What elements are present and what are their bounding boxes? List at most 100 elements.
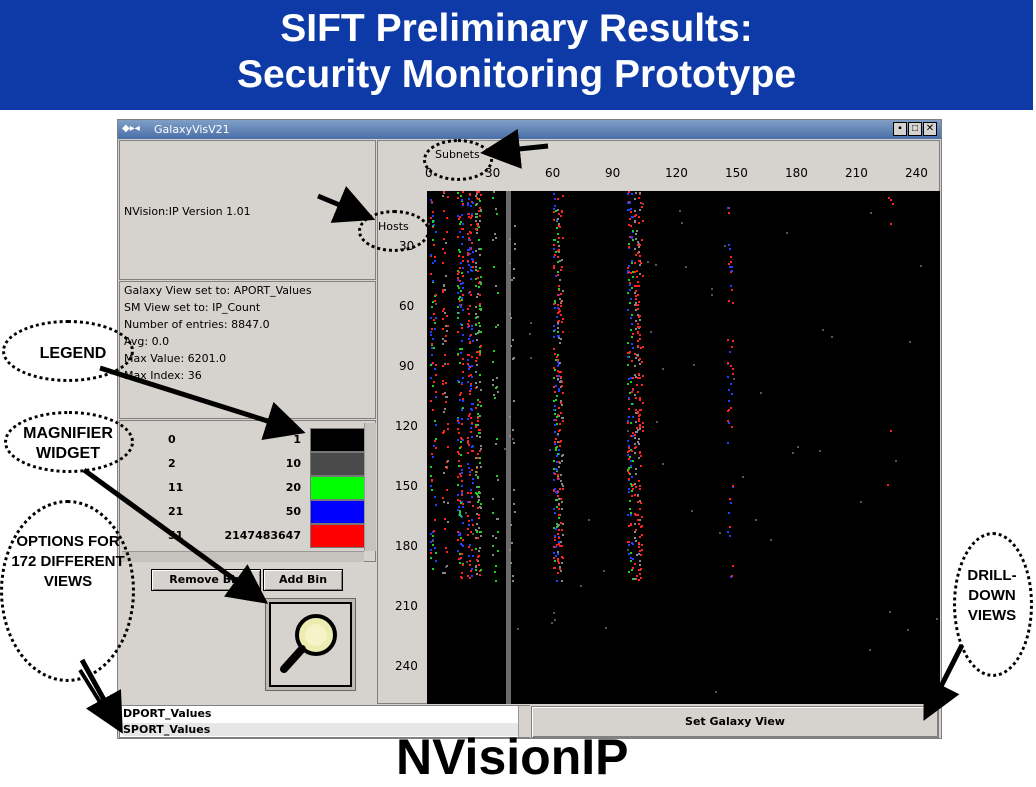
host-dot (459, 348, 461, 350)
minimize-button[interactable]: ▪ (893, 122, 907, 136)
host-dot (462, 294, 464, 296)
view-list-scrollbar[interactable] (518, 706, 530, 737)
host-dot (635, 421, 637, 423)
host-dot (637, 331, 639, 333)
host-dot (560, 215, 562, 217)
legend-color-swatch[interactable] (310, 476, 366, 500)
host-dot (432, 409, 434, 411)
host-dot (459, 473, 461, 475)
host-dot (557, 241, 559, 243)
host-dot (513, 357, 515, 359)
host-dot (727, 376, 729, 378)
legend-vertical-scrollbar[interactable] (364, 423, 376, 551)
host-dot (920, 265, 922, 267)
host-dot (562, 331, 564, 333)
host-dot (443, 238, 445, 240)
host-dot (560, 338, 562, 340)
host-dot (627, 356, 629, 358)
host-dot (497, 324, 499, 326)
remove-bin-button[interactable]: Remove Bin (151, 569, 261, 591)
host-dot (462, 522, 464, 524)
host-dot (557, 335, 559, 337)
host-dot (479, 462, 481, 464)
legend-from: 11 (168, 481, 184, 494)
host-dot (444, 340, 446, 342)
host-dot (468, 264, 470, 266)
host-dot (435, 504, 437, 506)
add-bin-button[interactable]: Add Bin (263, 569, 343, 591)
host-dot (631, 490, 633, 492)
host-dot (642, 220, 644, 222)
legend-row: 51 2147483647 (120, 524, 305, 548)
host-dot (558, 320, 560, 322)
host-dot (430, 400, 432, 402)
close-button[interactable]: ✕ (923, 122, 937, 136)
legend-horizontal-scrollbar[interactable] (122, 551, 364, 562)
host-dot (639, 519, 641, 521)
host-dot (628, 467, 630, 469)
legend-color-swatch[interactable] (310, 500, 366, 524)
host-dot (445, 396, 447, 398)
host-dot (632, 230, 634, 232)
host-dot (638, 420, 640, 422)
host-dot (641, 534, 643, 536)
host-dot (642, 422, 644, 424)
host-dot (639, 399, 641, 401)
host-dot (553, 557, 555, 559)
view-list-item[interactable]: SPORT_Values (123, 723, 518, 736)
host-dot (471, 376, 473, 378)
view-list-item[interactable]: DPORT_Values (123, 707, 212, 720)
magnifier-widget[interactable] (265, 598, 356, 691)
host-dot (639, 192, 641, 194)
host-dot (457, 215, 459, 217)
host-dot (468, 320, 470, 322)
host-dot (475, 269, 477, 271)
host-dot (435, 391, 437, 393)
host-dot (727, 531, 729, 533)
host-dot (558, 375, 560, 377)
host-dot (509, 416, 511, 418)
host-dot (476, 339, 478, 341)
host-dot (462, 363, 464, 365)
host-dot (553, 239, 555, 241)
host-dot (636, 304, 638, 306)
host-dot (476, 191, 478, 193)
host-dot (560, 498, 562, 500)
host-dot (627, 193, 629, 195)
window-titlebar[interactable]: ◆▸◂ GalaxyVisV21 ▪ □ ✕ (118, 120, 941, 139)
host-dot (457, 353, 459, 355)
legend-color-swatch[interactable] (310, 452, 366, 476)
legend-color-swatch[interactable] (310, 524, 366, 548)
host-dot (555, 555, 557, 557)
host-dot (711, 288, 713, 290)
galaxy-plot[interactable] (427, 191, 940, 704)
x-tick-label: 0 (425, 166, 433, 180)
host-dot (635, 192, 637, 194)
host-dot (470, 205, 472, 207)
host-dot (445, 547, 447, 549)
host-dot (728, 422, 730, 424)
host-dot (469, 564, 471, 566)
host-dot (447, 521, 449, 523)
host-dot (470, 570, 472, 572)
host-dot (786, 232, 788, 234)
host-dot (634, 271, 636, 273)
host-dot (459, 510, 461, 512)
host-dot (558, 407, 560, 409)
host-dot (638, 301, 640, 303)
view-list[interactable]: DPORT_Values SPORT_Values (119, 705, 530, 738)
host-dot (627, 422, 629, 424)
app-menu-icon[interactable]: ◆▸◂ (122, 123, 140, 134)
host-dot (554, 353, 556, 355)
host-dot (557, 491, 559, 493)
host-dot (431, 328, 433, 330)
host-dot (460, 221, 462, 223)
legend-color-swatch[interactable] (310, 428, 366, 452)
maximize-button[interactable]: □ (908, 122, 922, 136)
host-dot (470, 224, 472, 226)
host-dot (638, 443, 640, 445)
host-dot (860, 501, 862, 503)
set-galaxy-view-button[interactable]: Set Galaxy View (531, 706, 939, 738)
host-dot (466, 561, 468, 563)
host-dot (627, 292, 629, 294)
